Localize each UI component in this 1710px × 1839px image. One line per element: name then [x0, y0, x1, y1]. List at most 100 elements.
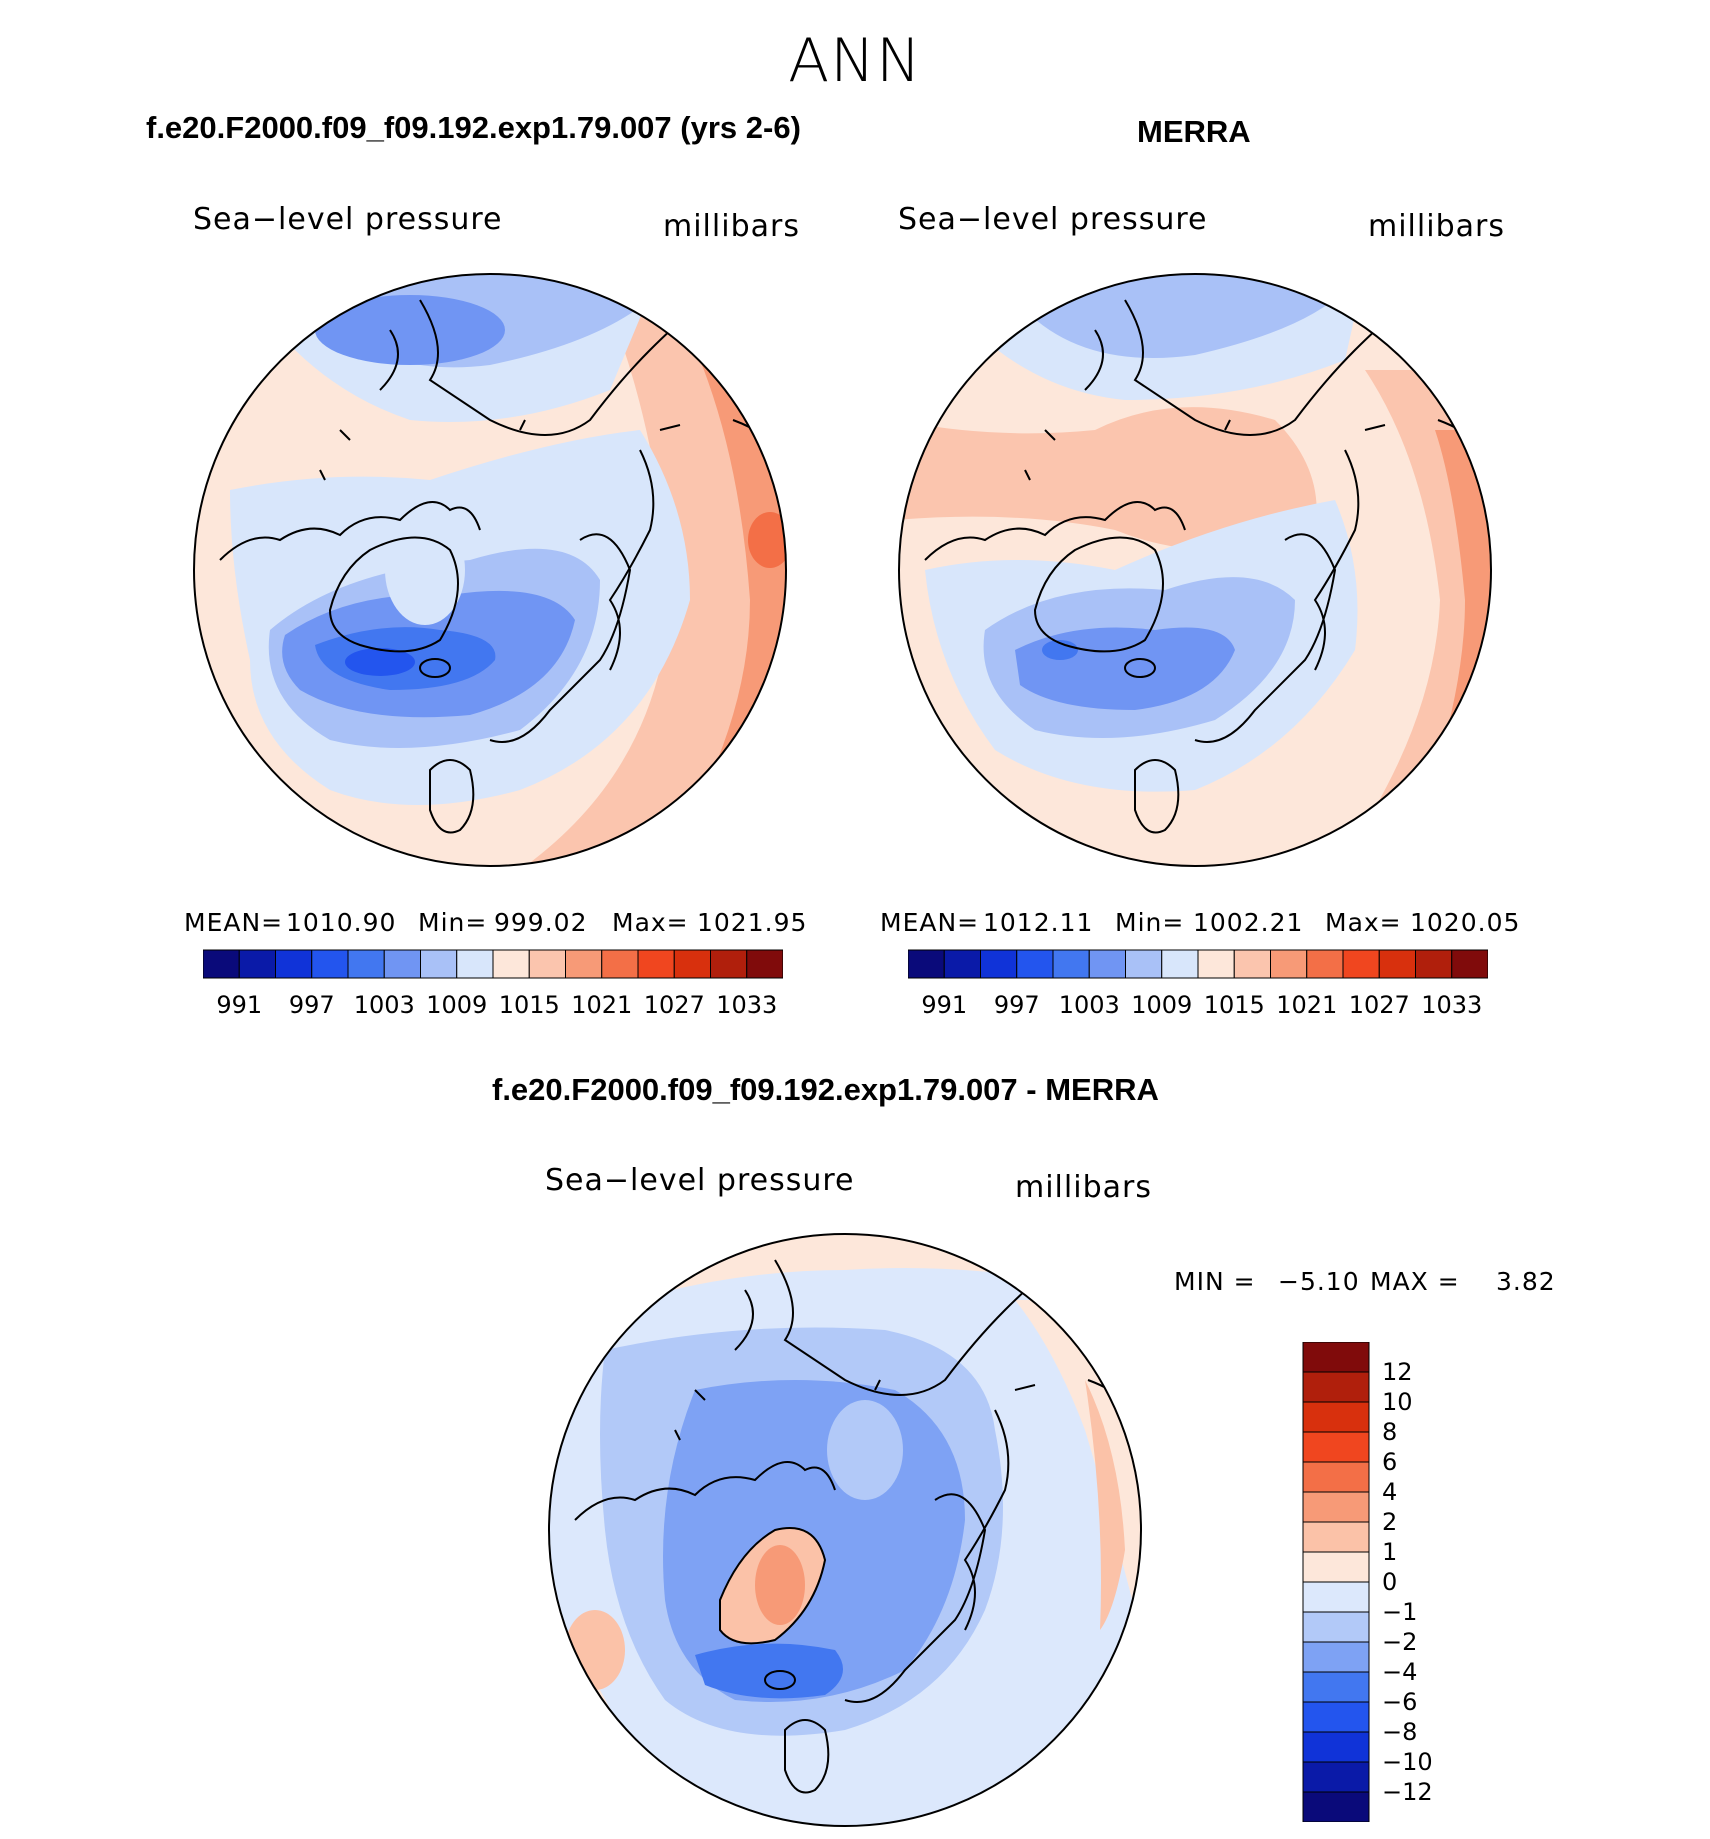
colorbar-swatch [908, 949, 945, 979]
colorbar-swatch [746, 949, 783, 979]
obs-panel-title: MERRA [1137, 114, 1251, 149]
diff-pos-east-core [1085, 1380, 1125, 1630]
diff-min-region [695, 1643, 843, 1699]
colorbar-swatch [528, 949, 566, 979]
colorbar-tick-label: 1009 [1131, 991, 1193, 1019]
obs-min-label: Min= [1115, 908, 1185, 937]
diff-units-label: millibars [1015, 1170, 1152, 1205]
colorbar-tick-label: 1009 [426, 991, 488, 1019]
obs-coastlines [924, 299, 1481, 834]
colorbar-tick-label: 997 [288, 991, 335, 1019]
colorbar-swatch [311, 949, 349, 979]
model-panel-title: f.e20.F2000.f09_f09.192.exp1.79.007 (yrs… [146, 110, 801, 145]
colorbar-swatch [1052, 949, 1090, 979]
diff-polar-map [548, 1233, 1142, 1827]
colorbar-swatch [1233, 949, 1271, 979]
colorbar-swatch [1302, 1551, 1370, 1583]
season-title: ANN [788, 26, 922, 96]
diff-variable-label: Sea−level pressure [545, 1163, 855, 1198]
diff-greenland-core [755, 1545, 805, 1625]
diff-colorbar [1302, 1342, 1370, 1822]
diff-min-value: −5.10 [1278, 1267, 1360, 1296]
colorbar-swatch [1302, 1491, 1370, 1523]
diff-max-label: MAX = [1370, 1267, 1460, 1296]
model-min-value: 999.02 [494, 908, 588, 937]
colorbar-swatch [1125, 949, 1163, 979]
model-max-value: 1021.95 [697, 908, 808, 937]
colorbar-swatch [1451, 949, 1488, 979]
colorbar-tick-label: 1027 [1348, 991, 1410, 1019]
colorbar-tick-label: 991 [216, 991, 263, 1019]
model-high-band [520, 310, 786, 866]
model-coastlines [219, 299, 776, 834]
model-min-label: Min= [418, 908, 488, 937]
model-max-label: Max= [612, 908, 689, 937]
colorbar-swatch [565, 949, 603, 979]
colorbar-tick-label: 997 [993, 991, 1040, 1019]
colorbar-swatch [1378, 949, 1416, 979]
colorbar-swatch [1302, 1371, 1370, 1403]
colorbar-tick-label: 1021 [571, 991, 633, 1019]
colorbar-swatch [1161, 949, 1199, 979]
colorbar-swatch [1302, 1671, 1370, 1703]
colorbar-tick-label: −8 [1382, 1718, 1418, 1746]
colorbar-swatch [1342, 949, 1380, 979]
obs-variable-label: Sea−level pressure [898, 202, 1208, 237]
colorbar-swatch [275, 949, 313, 979]
colorbar-swatch [1302, 1701, 1370, 1733]
model-greenland-light [385, 515, 465, 625]
obs-mean-label: MEAN= [880, 908, 980, 937]
colorbar-swatch [1302, 1581, 1370, 1613]
colorbar-swatch [1270, 949, 1308, 979]
model-max-spot [748, 512, 786, 568]
colorbar-swatch [1016, 949, 1054, 979]
colorbar-tick-label: 1033 [716, 991, 778, 1019]
colorbar-swatch [420, 949, 458, 979]
colorbar-swatch [383, 949, 421, 979]
obs-arctic-high [899, 407, 1317, 550]
colorbar-swatch [943, 949, 981, 979]
colorbar-swatch [238, 949, 276, 979]
model-variable-label: Sea−level pressure [193, 202, 503, 237]
colorbar-swatch [1415, 949, 1453, 979]
model-polar-map [193, 273, 787, 867]
colorbar-tick-label: 2 [1382, 1508, 1398, 1536]
obs-min-value: 1002.21 [1193, 908, 1304, 937]
colorbar-swatch [1306, 949, 1344, 979]
colorbar-tick-label: 1003 [353, 991, 415, 1019]
colorbar-swatch [601, 949, 639, 979]
colorbar-swatch [673, 949, 711, 979]
colorbar-swatch [203, 949, 240, 979]
colorbar-swatch [710, 949, 748, 979]
colorbar-tick-label: −1 [1382, 1598, 1418, 1626]
obs-units-label: millibars [1368, 209, 1505, 244]
colorbar-swatch [492, 949, 530, 979]
colorbar-tick-label: 8 [1382, 1418, 1398, 1446]
colorbar-swatch [1302, 1761, 1370, 1793]
obs-mean-value: 1012.11 [983, 908, 1094, 937]
colorbar-swatch [1197, 949, 1235, 979]
obs-max-label: Max= [1325, 908, 1402, 937]
colorbar-swatch [1302, 1641, 1370, 1673]
colorbar-swatch [1088, 949, 1126, 979]
model-colorbar [203, 949, 783, 979]
colorbar-swatch [1302, 1461, 1370, 1493]
obs-min-spot [1042, 640, 1078, 660]
colorbar-swatch [1302, 1791, 1370, 1822]
colorbar-swatch [980, 949, 1018, 979]
colorbar-tick-label: 1027 [643, 991, 705, 1019]
colorbar-tick-label: 1015 [1203, 991, 1265, 1019]
diff-min-label: MIN = [1174, 1267, 1256, 1296]
colorbar-tick-label: 1015 [498, 991, 560, 1019]
colorbar-tick-label: −10 [1382, 1748, 1433, 1776]
colorbar-swatch [1302, 1521, 1370, 1553]
colorbar-tick-label: −2 [1382, 1628, 1418, 1656]
colorbar-swatch [1302, 1731, 1370, 1763]
model-mean-label: MEAN= [184, 908, 284, 937]
colorbar-tick-label: −12 [1382, 1778, 1433, 1806]
diff-coastlines [574, 1259, 1131, 1794]
colorbar-tick-label: 6 [1382, 1448, 1398, 1476]
colorbar-swatch [347, 949, 385, 979]
obs-aleutian-low [1025, 274, 1345, 358]
colorbar-tick-label: 1003 [1058, 991, 1120, 1019]
